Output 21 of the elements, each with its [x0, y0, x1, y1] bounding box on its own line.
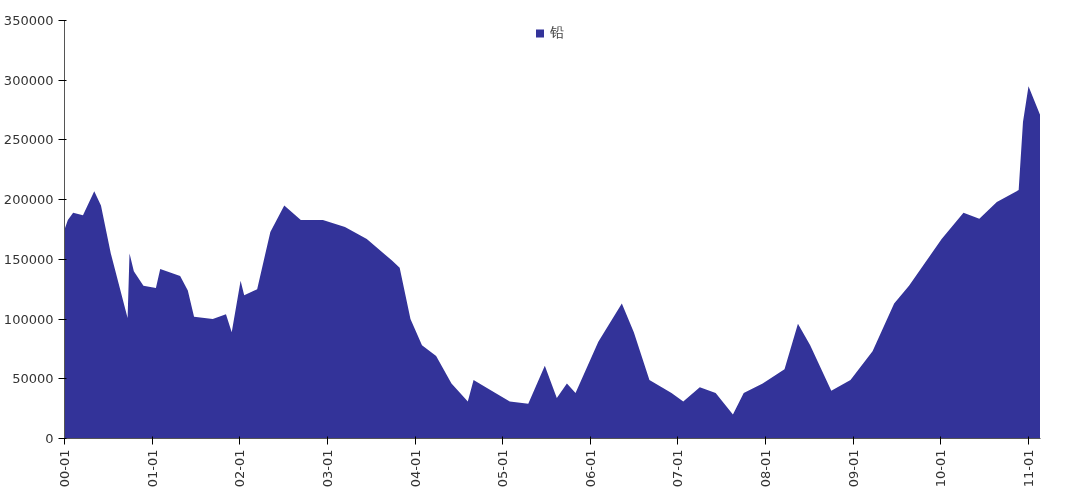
x-tick-label: 00-01 — [57, 449, 72, 488]
x-tick-label: 08-01 — [758, 449, 774, 488]
x-tick-label: 07-01 — [670, 449, 686, 488]
y-tick-label: 0 — [45, 431, 54, 446]
y-tick-label: 250000 — [3, 132, 54, 148]
x-tick-label: 09-01 — [845, 449, 861, 488]
y-tick-label: 100000 — [3, 311, 54, 327]
x-tick-label: 03-01 — [319, 449, 335, 488]
y-tick-label: 300000 — [3, 72, 54, 88]
y-tick-label: 150000 — [3, 251, 54, 267]
y-tick-label: 200000 — [3, 192, 54, 208]
x-tick-label: 04-01 — [407, 449, 423, 488]
x-tick-label: 02-01 — [232, 449, 248, 488]
legend-label: 铅 — [549, 24, 565, 42]
x-tick-label: 11-01 — [1021, 449, 1036, 488]
x-tick-label: 01-01 — [144, 449, 160, 488]
y-tick-label: 50000 — [12, 371, 54, 387]
x-tick-label: 06-01 — [582, 449, 598, 488]
y-tick-label: 350000 — [3, 13, 54, 28]
x-tick-label: 05-01 — [495, 449, 511, 488]
x-tick-label: 10-01 — [933, 449, 949, 488]
